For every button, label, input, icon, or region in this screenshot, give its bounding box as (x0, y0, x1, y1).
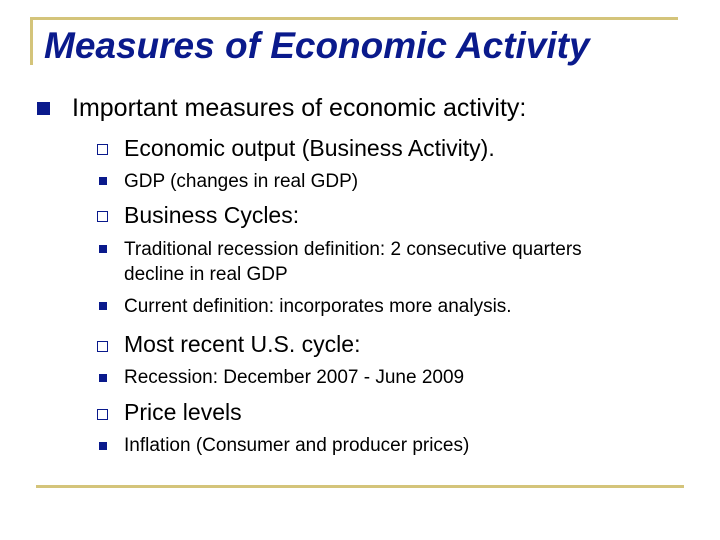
section-2-item-1-bullet (99, 245, 107, 253)
section-4-item-1-bullet (99, 442, 107, 450)
section-3-item-1: Recession: December 2007 - June 2009 (124, 367, 465, 388)
section-3-heading: Most recent U.S. cycle: (124, 331, 361, 357)
bottom-rule (36, 485, 684, 488)
section-1-item-1-bullet (99, 177, 107, 185)
section-1-heading: Economic output (Business Activity). (124, 135, 495, 161)
section-4-item-1: Inflation (Consumer and producer prices) (124, 435, 470, 456)
section-2-bullet (97, 211, 108, 222)
section-2-item-2-bullet (99, 302, 107, 310)
section-1-item-1: GDP (changes in real GDP) (124, 171, 359, 192)
slide-title: Measures of Economic Activity (44, 25, 590, 66)
section-2-item-1-line-1: Traditional recession definition: 2 cons… (124, 239, 582, 260)
section-2-item-1-line-2: decline in real GDP (124, 264, 288, 285)
section-2-heading: Business Cycles: (124, 202, 300, 228)
section-1-bullet (97, 144, 108, 155)
title-rule-left (30, 17, 33, 65)
section-4-bullet (97, 409, 108, 420)
section-3-bullet (97, 341, 108, 352)
section-4-heading: Price levels (124, 399, 242, 425)
level1-bullet (37, 102, 50, 115)
title-rule-top (30, 17, 678, 20)
section-3-item-1-bullet (99, 374, 107, 382)
section-2-item-2: Current definition: incorporates more an… (124, 296, 512, 317)
level1-text: Important measures of economic activity: (72, 94, 527, 122)
